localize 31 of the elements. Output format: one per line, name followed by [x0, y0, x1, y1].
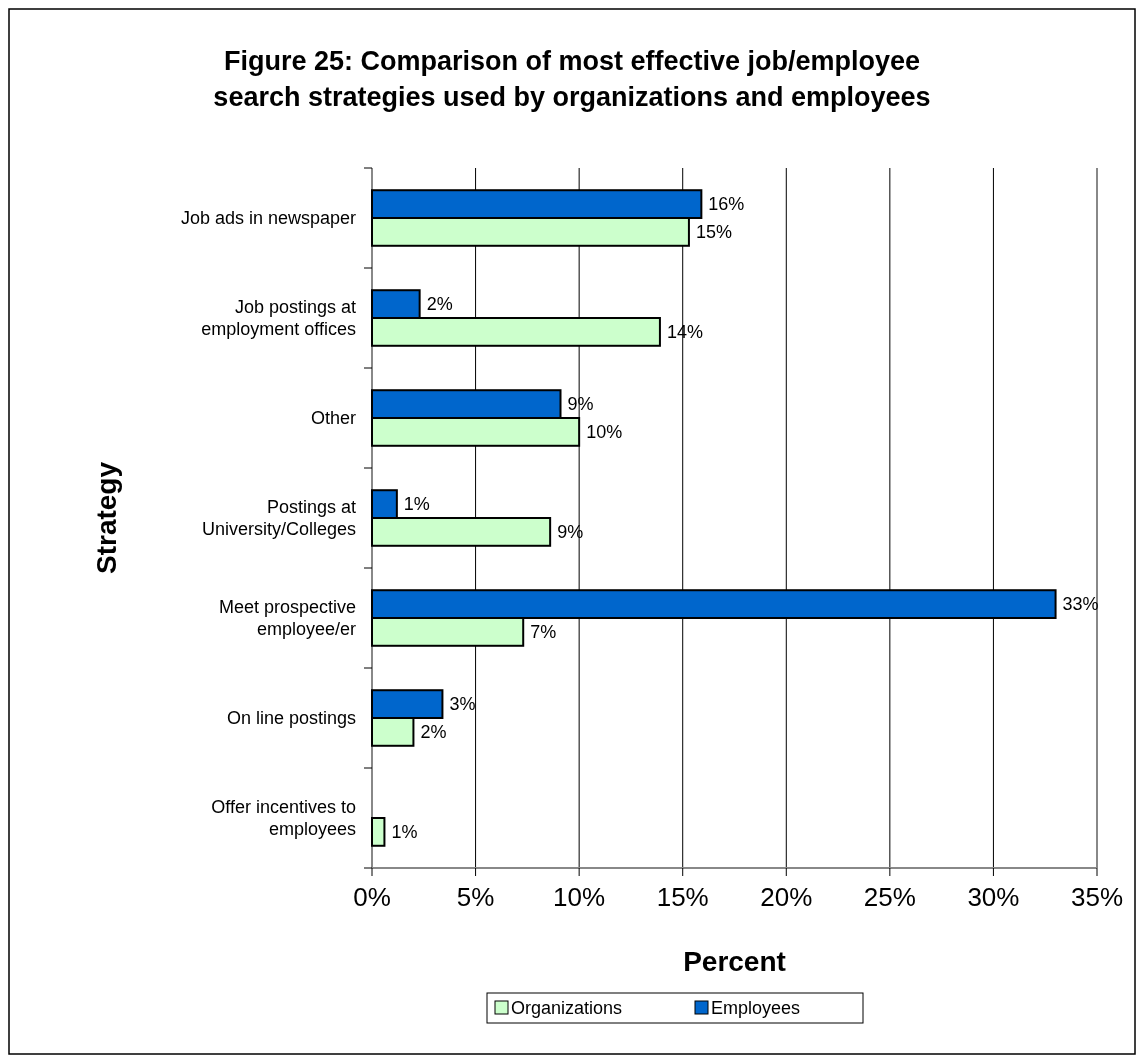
x-tick-label: 20% — [760, 882, 813, 912]
x-tick-label: 10% — [553, 882, 606, 912]
y-axis-title: Strategy — [91, 461, 122, 575]
y-tick-label: Other — [310, 408, 356, 429]
data-label: 16% — [708, 194, 745, 215]
data-label: 3% — [449, 694, 476, 715]
data-label: 2% — [426, 294, 453, 315]
legend-label: Organizations — [511, 998, 623, 1019]
x-tick-label: 35% — [1070, 882, 1124, 912]
x-tick-label: 15% — [656, 882, 709, 912]
x-axis-title: Percent — [683, 946, 786, 977]
y-tick-label: Postings at University/Colleges — [201, 497, 356, 540]
chart-title: Figure 25: Comparison of most effective job/employee search strategies used by organizations and employees — [213, 46, 931, 112]
x-tick-label: 30% — [967, 882, 1020, 912]
data-label: 2% — [420, 722, 447, 743]
data-label: 1% — [403, 494, 430, 515]
y-tick-label: Offer incentives to employees — [211, 797, 356, 840]
x-tick-label: 25% — [863, 882, 916, 912]
y-tick-label: Meet prospective employee/er — [218, 597, 356, 640]
data-label: 7% — [530, 622, 557, 643]
data-label: 15% — [695, 222, 732, 243]
legend-label: Employees — [711, 998, 801, 1019]
data-label: 10% — [586, 422, 623, 443]
x-tick-label: 0% — [353, 882, 391, 912]
x-tick-label: 5% — [456, 882, 495, 912]
y-tick-label: Job ads in newspaper — [180, 208, 356, 229]
y-tick-label: Job postings at employment offices — [201, 297, 356, 340]
data-label: 33% — [1062, 594, 1099, 615]
y-tick-label: On line postings — [226, 708, 356, 729]
bar — [371, 817, 386, 847]
data-label: 1% — [391, 822, 418, 843]
